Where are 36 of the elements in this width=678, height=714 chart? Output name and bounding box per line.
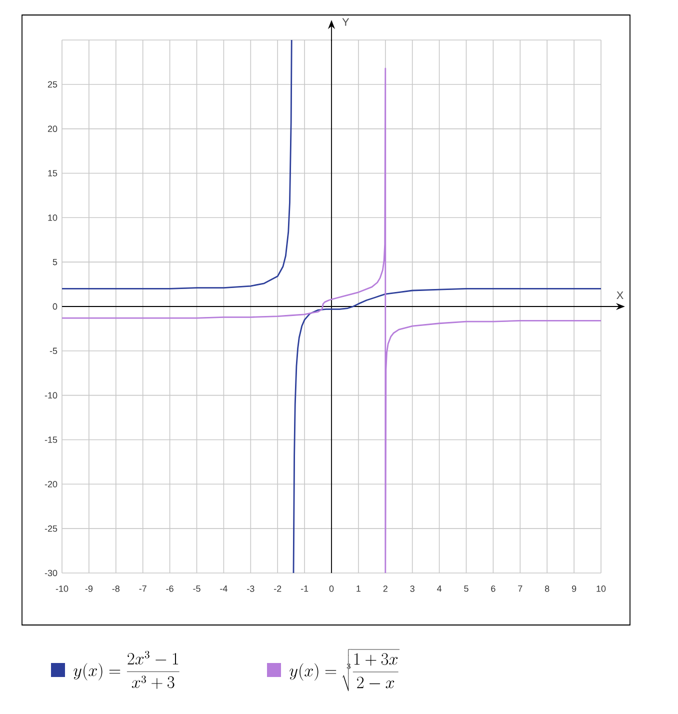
y-tick-label: 25	[48, 81, 58, 88]
x-tick-label: 6	[491, 586, 496, 592]
y-tick-label: -15	[44, 436, 58, 443]
x-tick-label: -2	[274, 586, 282, 592]
y-tick-label: -20	[44, 480, 58, 488]
y-tick-label: 5	[52, 258, 58, 266]
x-tick-label: 3	[410, 586, 414, 592]
x-tick-label: 7	[518, 586, 522, 592]
x-tick-label: -3	[247, 586, 254, 592]
y-tick-label: -5	[50, 348, 58, 354]
legend-label: $y(x)=\frac{2x^3-1}{x^3+3}$	[74, 650, 180, 689]
x-tick-label: 0	[329, 586, 334, 592]
y-tick-label: 0	[52, 303, 58, 310]
x-tick-label: -7	[139, 586, 146, 592]
y-tick-label: -25	[44, 525, 58, 532]
y-tick-label: -30	[44, 570, 58, 576]
y-tick-label: 10	[48, 214, 58, 221]
legend-label: $y(x)=\sqrt[3]{\frac{1+3x}{2-x}}$	[290, 649, 400, 692]
x-tick-label: 5	[464, 586, 468, 592]
x-tick-label: -1	[300, 586, 308, 592]
x-tick-label: -5	[193, 586, 200, 592]
y-tick-label: 20	[48, 126, 58, 132]
x-tick-label: 2	[383, 586, 388, 592]
x-tick-label: 10	[596, 586, 606, 592]
x-tick-label: -6	[166, 586, 174, 592]
x-tick-label: 1	[356, 586, 361, 592]
x-tick-label: 4	[437, 586, 442, 592]
y-tick-label: -10	[44, 392, 58, 399]
x-tick-label: 8	[545, 586, 550, 592]
x-tick-label: 9	[572, 586, 576, 592]
x-tick-label: -4	[220, 586, 228, 592]
y-tick-label: 15	[48, 170, 58, 176]
y-axis-title: Y	[342, 18, 350, 26]
x-tick-label: -9	[85, 586, 93, 592]
x-axis-title: X	[616, 291, 624, 299]
x-tick-label: -8	[112, 586, 120, 592]
